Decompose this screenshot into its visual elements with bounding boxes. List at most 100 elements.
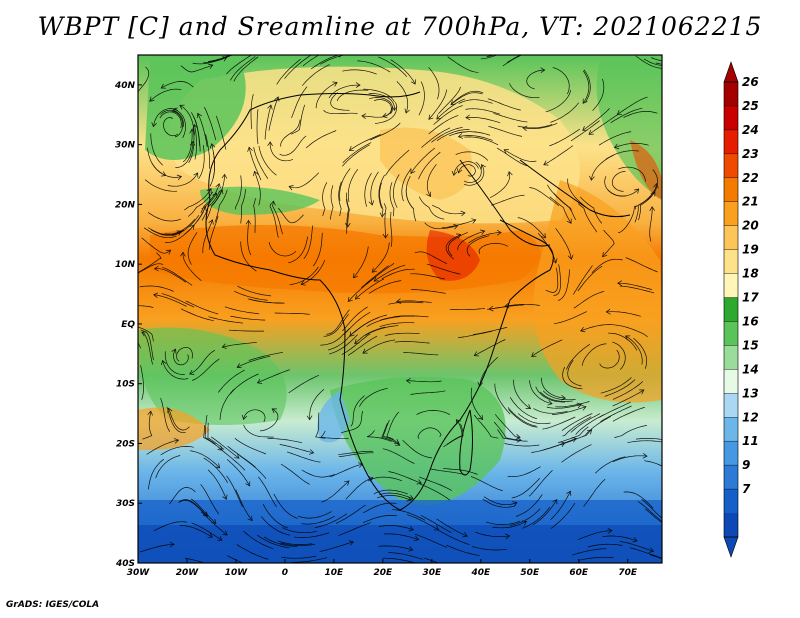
longitude-label: 30W: [127, 568, 151, 578]
streamline-arrow: [653, 183, 659, 189]
streamline-arrow: [433, 525, 440, 531]
streamline-arrow: [217, 535, 223, 541]
streamline: [153, 521, 188, 532]
streamline: [497, 429, 528, 442]
streamline: [361, 107, 393, 118]
streamline: [200, 183, 220, 213]
streamline: [290, 104, 306, 135]
streamline-arrow: [379, 212, 386, 218]
streamline: [328, 329, 357, 351]
streamline: [599, 401, 631, 418]
streamline: [573, 290, 605, 309]
streamline: [448, 131, 484, 137]
streamline: [458, 99, 493, 104]
colorbar-label: 22: [742, 171, 759, 185]
streamline: [233, 56, 259, 82]
streamline: [349, 134, 381, 151]
streamline-arrow: [453, 223, 459, 230]
streamline-arrow: [160, 359, 167, 366]
streamline: [580, 324, 615, 332]
streamline: [649, 554, 662, 560]
streamline: [207, 422, 225, 450]
streamline: [277, 540, 313, 545]
streamline-arrow: [353, 273, 359, 279]
streamline: [647, 169, 658, 201]
streamline: [258, 145, 277, 176]
streamline-arrow: [382, 233, 389, 239]
streamline: [618, 166, 646, 182]
streamline-arrow: [104, 305, 108, 310]
streamline: [207, 469, 227, 500]
streamline: [592, 78, 605, 111]
streamline-arrow: [361, 113, 367, 119]
streamline: [198, 145, 205, 180]
streamline: [378, 545, 413, 551]
streamline: [504, 443, 540, 447]
streamline-arrow: [222, 56, 228, 62]
streamline: [201, 190, 221, 221]
streamline-arrow: [460, 210, 466, 217]
streamline-arrow: [354, 338, 360, 345]
streamline: [248, 352, 283, 361]
streamline-arrow: [480, 164, 486, 170]
streamline: [315, 412, 326, 439]
streamline: [458, 135, 493, 141]
streamline: [382, 448, 415, 464]
streamline: [570, 120, 600, 142]
streamline: [347, 335, 378, 356]
longitude-label: 50E: [520, 568, 540, 578]
streamline: [557, 426, 589, 444]
streamline: [211, 174, 225, 207]
streamline: [549, 128, 581, 147]
streamline: [154, 268, 187, 283]
streamline: [381, 423, 400, 446]
streamline: [550, 503, 576, 529]
streamline: [478, 242, 508, 254]
longitude-label: 70E: [618, 568, 638, 578]
streamline: [504, 303, 540, 307]
streamline: [366, 316, 400, 327]
streamline: [528, 470, 553, 497]
streamline: [224, 55, 228, 56]
streamline: [203, 425, 223, 451]
streamline: [268, 242, 297, 257]
streamline: [379, 492, 414, 500]
streamline: [410, 273, 445, 280]
streamline: [458, 164, 476, 177]
streamline: [179, 499, 208, 517]
streamline-arrow: [515, 434, 521, 440]
streamline: [431, 127, 463, 143]
streamline: [436, 98, 466, 120]
colorbar: 26 25 24 23 22 21 20 19 18 17 16 15 14 13 12 11 9 7: [723, 61, 759, 558]
streamline: [259, 408, 279, 432]
streamline-arrow: [153, 265, 159, 272]
streamline: [471, 546, 507, 551]
colorbar-swatch: [724, 225, 738, 251]
streamline: [555, 401, 590, 408]
streamline: [464, 136, 499, 146]
streamline: [336, 89, 369, 102]
streamline: [226, 475, 243, 507]
streamline: [464, 161, 482, 183]
streamline: [140, 365, 144, 400]
streamline: [338, 450, 374, 455]
streamline: [368, 280, 402, 294]
streamline-arrow: [288, 185, 294, 191]
streamline-arrow: [267, 104, 273, 110]
streamline-arrow: [663, 66, 667, 71]
streamline: [164, 351, 185, 375]
streamline: [248, 147, 262, 181]
streamline: [436, 518, 468, 537]
streamline: [451, 90, 484, 104]
streamline-arrow: [426, 191, 431, 197]
streamline-arrow: [149, 96, 155, 102]
colorbar-swatch: [724, 345, 738, 370]
streamline: [364, 173, 372, 207]
streamline: [598, 131, 632, 146]
streamline: [475, 531, 510, 538]
streamline: [322, 182, 328, 216]
streamline: [149, 88, 182, 102]
streamline: [184, 188, 212, 211]
streamline: [623, 491, 654, 509]
streamline: [508, 409, 538, 428]
